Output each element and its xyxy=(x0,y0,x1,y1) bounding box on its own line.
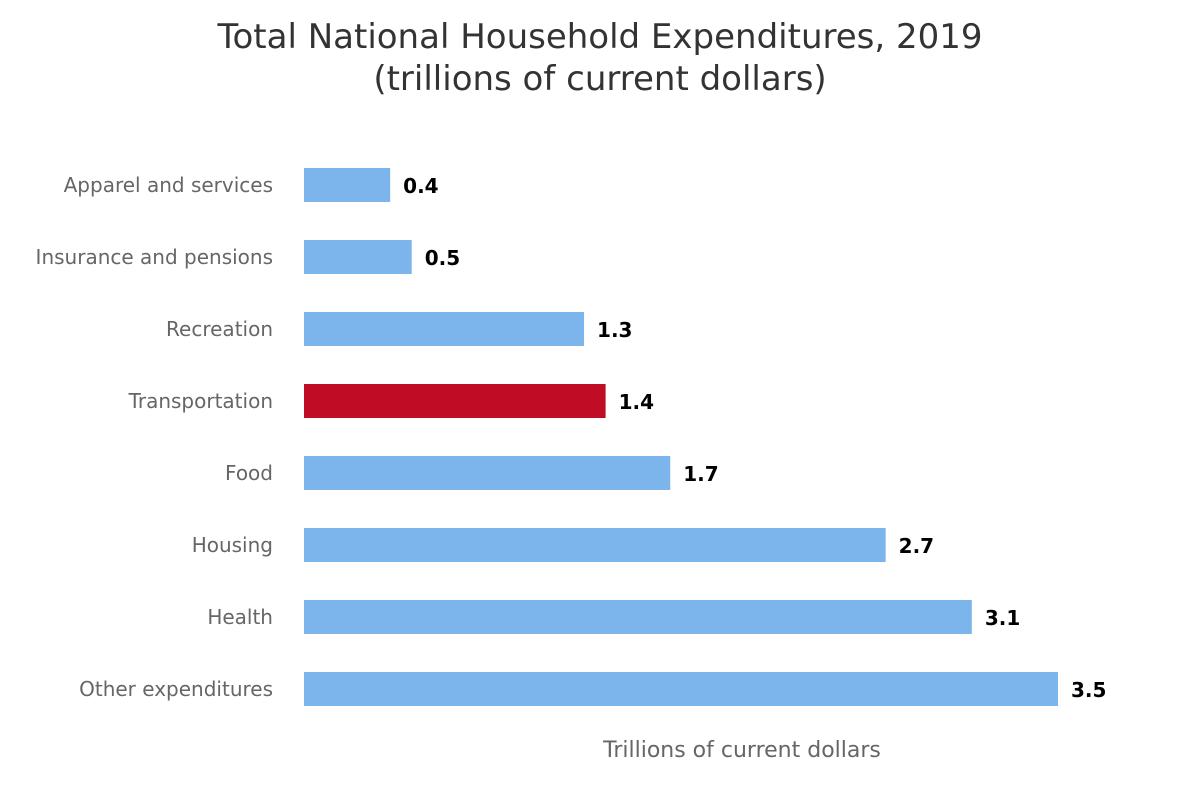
category-label-apparel-and-services: Apparel and services xyxy=(64,173,273,197)
category-label-transportation: Transportation xyxy=(128,389,273,413)
bars-group: Apparel and services 0.4 Insurance and pen… xyxy=(36,168,1106,706)
value-label-apparel-and-services: 0.4 xyxy=(403,174,438,198)
bar-housing[interactable] xyxy=(304,528,886,562)
category-label-food: Food xyxy=(225,461,273,485)
bar-insurance-and-pensions[interactable] xyxy=(304,240,412,274)
bar-transportation[interactable] xyxy=(304,384,606,418)
value-label-food: 1.7 xyxy=(683,462,718,486)
category-label-recreation: Recreation xyxy=(166,317,273,341)
bar-apparel-and-services[interactable] xyxy=(304,168,391,202)
value-label-recreation: 1.3 xyxy=(597,318,632,342)
chart-title: Total National Household Expenditures, 2… xyxy=(217,17,983,57)
chart-subtitle: (trillions of current dollars) xyxy=(373,59,826,99)
value-label-housing: 2.7 xyxy=(899,534,934,558)
bar-recreation[interactable] xyxy=(304,312,585,346)
bar-food[interactable] xyxy=(304,456,671,490)
value-label-insurance-and-pensions: 0.5 xyxy=(425,246,460,270)
x-axis-title: Trillions of current dollars xyxy=(602,738,881,763)
value-label-other-expenditures: 3.5 xyxy=(1071,678,1106,702)
bar-other-expenditures[interactable] xyxy=(304,672,1058,706)
category-label-housing: Housing xyxy=(192,533,273,557)
category-label-other-expenditures: Other expenditures xyxy=(79,677,273,701)
category-label-health: Health xyxy=(207,605,273,629)
value-label-transportation: 1.4 xyxy=(619,390,654,414)
category-label-insurance-and-pensions: Insurance and pensions xyxy=(36,245,273,269)
bar-health[interactable] xyxy=(304,600,972,634)
value-label-health: 3.1 xyxy=(985,606,1020,630)
